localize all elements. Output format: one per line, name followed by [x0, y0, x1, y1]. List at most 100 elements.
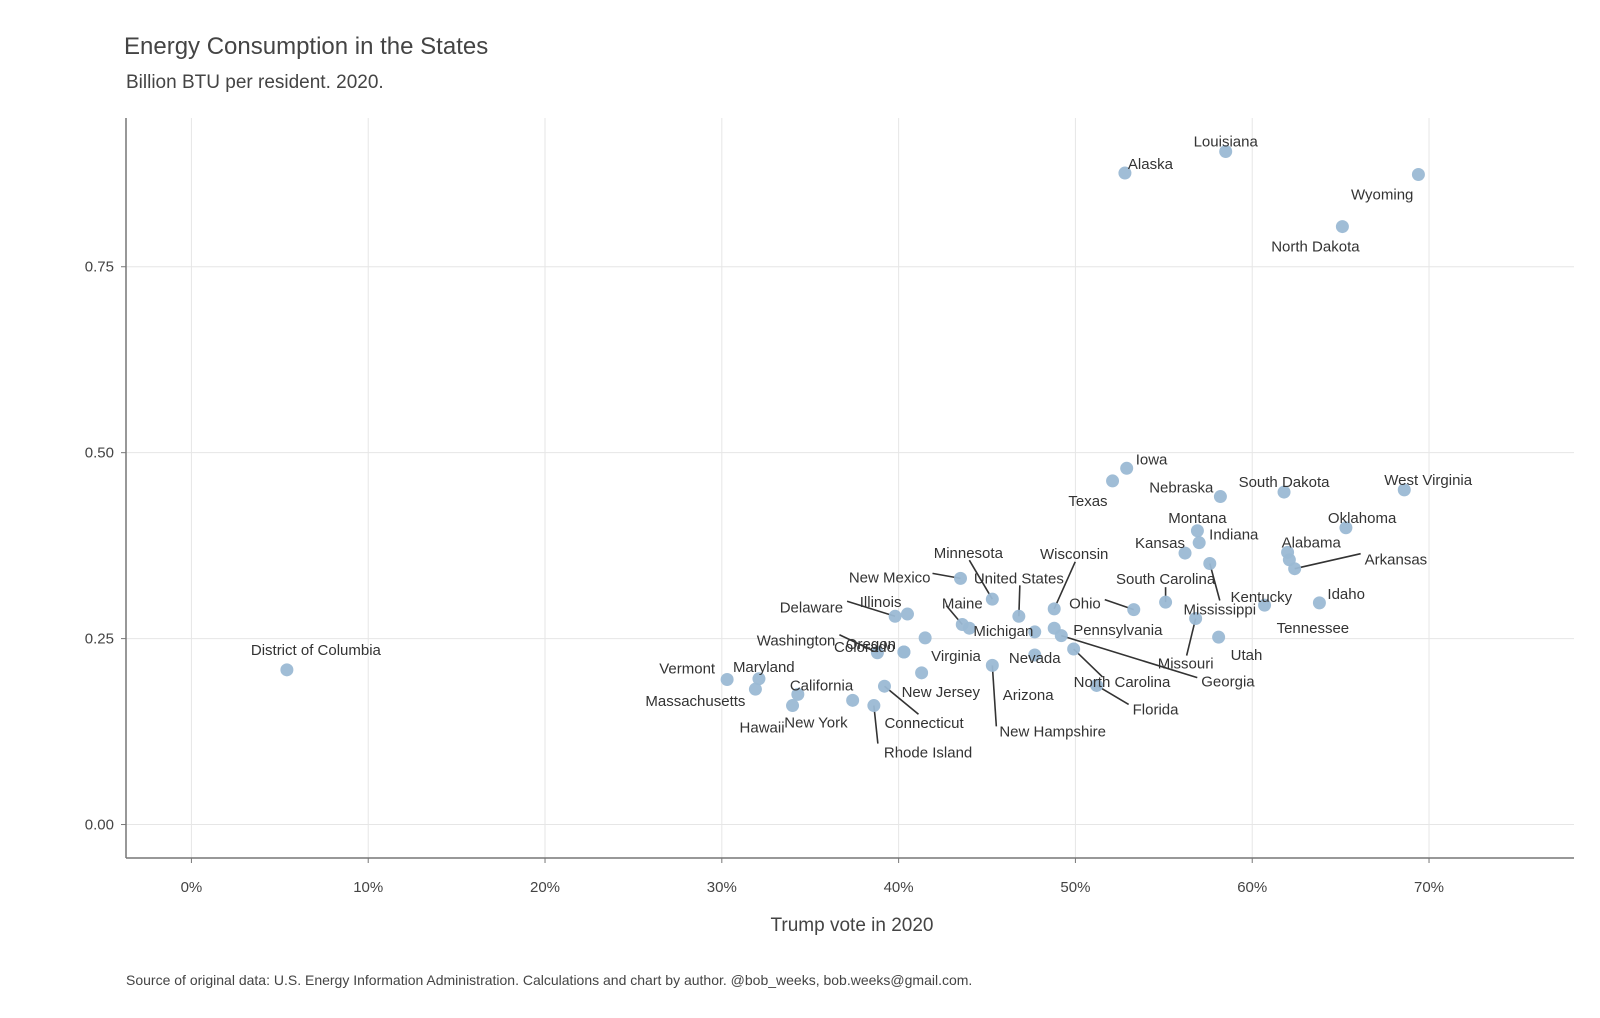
label-iowa: Iowa: [1136, 451, 1168, 468]
point-south-carolina: [1159, 595, 1173, 609]
label-alabama: Alabama: [1282, 534, 1342, 551]
label-maryland: Maryland: [733, 659, 795, 676]
y-tick-label: 0.75: [85, 259, 114, 276]
point-ohio: [1127, 603, 1141, 617]
point-mississippi: [1203, 556, 1217, 570]
label-michigan: Michigan: [973, 623, 1033, 640]
point-delaware: [888, 609, 902, 623]
y-tick-label: 0.50: [85, 445, 114, 462]
y-tick-label: 0.00: [85, 817, 114, 834]
label-arkansas: Arkansas: [1365, 552, 1428, 569]
point-nebraska: [1213, 490, 1227, 504]
x-tick-label: 30%: [707, 879, 737, 896]
label-colorado: Colorado: [834, 639, 895, 656]
leader-line-connecticut: [883, 685, 919, 715]
label-new-hampshire: New Hampshire: [999, 723, 1106, 740]
label-north-carolina: North Carolina: [1074, 674, 1171, 691]
x-axis-label: Trump vote in 2020: [771, 915, 934, 936]
label-georgia: Georgia: [1201, 674, 1255, 691]
label-minnesota: Minnesota: [934, 545, 1004, 562]
label-oregon: Oregon: [846, 636, 896, 653]
label-montana: Montana: [1168, 510, 1227, 527]
leader-line-wisconsin: [1053, 561, 1076, 610]
point-tennessee: [1258, 598, 1272, 612]
point-south-dakota: [1277, 485, 1291, 499]
label-california: California: [790, 677, 854, 694]
label-wyoming: Wyoming: [1351, 187, 1413, 204]
point-georgia: [1054, 629, 1068, 643]
point-labels: District of Columbia Vermont Maryland Massa…: [251, 133, 1473, 761]
label-north-dakota: North Dakota: [1271, 239, 1360, 256]
label-washington: Washington: [757, 633, 836, 650]
leader-line-delaware: [846, 600, 896, 618]
point-kansas: [1178, 546, 1192, 560]
label-south-carolina: South Carolina: [1116, 571, 1216, 588]
data-points: [280, 144, 1425, 713]
x-tick-label: 0%: [181, 879, 203, 896]
label-idaho: Idaho: [1327, 586, 1365, 603]
label-utah: Utah: [1231, 647, 1263, 664]
leader-line-minnesota: [968, 559, 994, 600]
point-missouri: [1189, 612, 1203, 626]
point-new-mexico: [954, 571, 968, 585]
point-washington: [870, 646, 884, 660]
label-maine: Maine: [942, 595, 983, 612]
label-united-states: United States: [974, 570, 1064, 587]
point-montana: [1190, 524, 1204, 538]
point-new-york: [846, 693, 860, 707]
x-tick-label: 50%: [1060, 879, 1090, 896]
label-vermont: Vermont: [659, 661, 716, 678]
label-nebraska: Nebraska: [1149, 480, 1214, 497]
x-tick-label: 20%: [530, 879, 560, 896]
label-kentucky: Kentucky: [1230, 589, 1292, 606]
label-rhode-island: Rhode Island: [884, 745, 972, 762]
point-oklahoma: [1339, 521, 1353, 535]
point-new-hampshire: [985, 658, 999, 672]
point-vermont: [720, 673, 734, 687]
point-iowa: [1120, 461, 1134, 475]
leader-line-washington: [839, 634, 878, 654]
chart-title: Energy Consumption in the States: [124, 33, 488, 60]
leader-line-new-hampshire: [991, 665, 998, 727]
point-virginia: [918, 631, 932, 645]
chart-caption: Source of original data: U.S. Energy Inf…: [126, 972, 972, 988]
label-delaware: Delaware: [780, 599, 843, 616]
label-texas: Texas: [1068, 493, 1107, 510]
point-minnesota: [985, 592, 999, 606]
point-arkansas: [1288, 562, 1302, 576]
label-district-of-columbia: District of Columbia: [251, 642, 382, 659]
label-nevada: Nevada: [1009, 650, 1061, 667]
point-new-jersey: [915, 666, 929, 680]
point-utah: [1212, 630, 1226, 644]
label-arizona: Arizona: [1003, 687, 1055, 704]
point-north-carolina: [1067, 642, 1081, 656]
point-connecticut: [877, 679, 891, 693]
label-oklahoma: Oklahoma: [1328, 510, 1397, 527]
point-indiana: [1192, 536, 1206, 550]
point-idaho: [1312, 596, 1326, 610]
label-connecticut: Connecticut: [884, 715, 964, 732]
point-louisiana: [1219, 144, 1233, 158]
label-alaska: Alaska: [1128, 156, 1174, 173]
point-united-states: [1012, 609, 1026, 623]
point-arizona: [1028, 625, 1042, 639]
point-rhode-island: [867, 699, 881, 713]
point-texas: [1106, 474, 1120, 488]
chart-subtitle: Billion BTU per resident. 2020.: [126, 72, 384, 93]
label-massachusetts: Massachusetts: [645, 693, 745, 710]
x-tick-label: 40%: [884, 879, 914, 896]
point-district-of-columbia: [280, 663, 294, 677]
y-tick-label: 0.25: [85, 631, 114, 648]
leader-line-georgia: [1061, 634, 1198, 679]
label-louisiana: Louisiana: [1194, 133, 1259, 150]
label-ohio: Ohio: [1069, 596, 1101, 613]
x-tick-label: 70%: [1414, 879, 1444, 896]
axes: [125, 118, 1574, 859]
point-florida: [1090, 678, 1104, 692]
point-alaska: [1118, 166, 1132, 180]
label-tennessee: Tennessee: [1277, 620, 1350, 637]
label-hawaii: Hawaii: [740, 720, 785, 737]
point-wyoming: [1411, 168, 1425, 182]
point-massachusetts: [748, 682, 762, 696]
label-kansas: Kansas: [1135, 535, 1185, 552]
